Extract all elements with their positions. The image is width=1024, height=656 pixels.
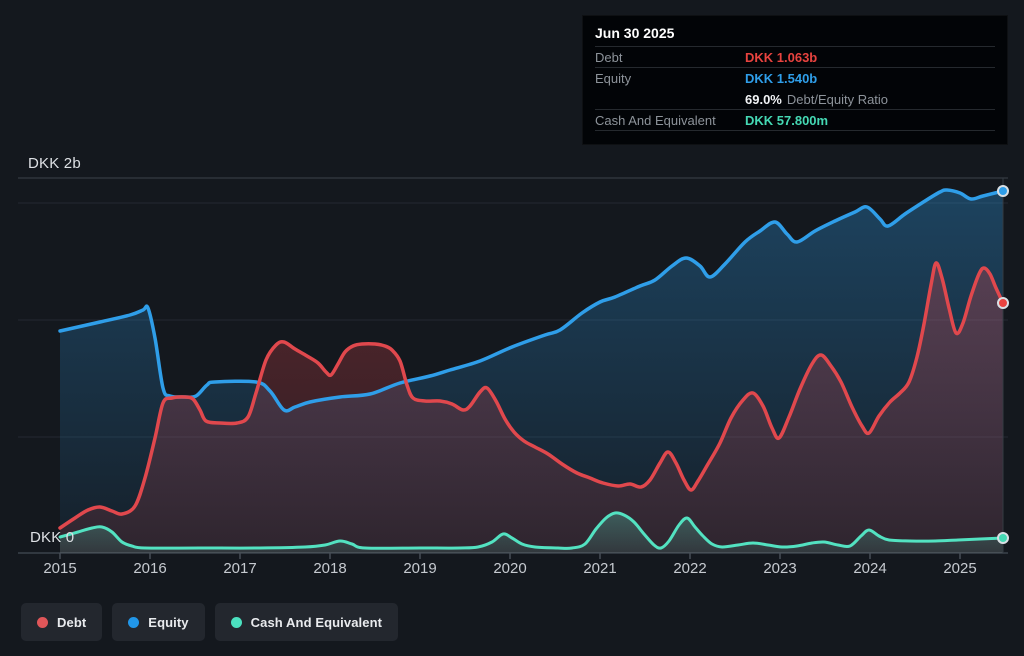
x-axis-year-label: 2020 <box>493 560 527 577</box>
tooltip-cash-value: DKK 57.800m <box>745 112 829 128</box>
tooltip-row-cash: Cash And Equivalent DKK 57.800m <box>595 110 995 131</box>
legend-debt-label: Debt <box>57 614 87 630</box>
debt-line <box>58 261 1005 530</box>
tooltip-row-ratio: 69.0% Debt/Equity Ratio <box>595 89 995 110</box>
series-lines <box>58 188 1005 550</box>
cash-series-dot-icon <box>230 616 242 628</box>
y-axis-zero-label: DKK 0 <box>30 529 75 546</box>
x-axis-year-label: 2018 <box>313 560 347 577</box>
legend-equity-label: Equity <box>148 614 189 630</box>
debt-series-dot-icon <box>37 616 48 628</box>
x-axis-year-label: 2021 <box>583 560 617 577</box>
x-axis-year-label: 2025 <box>943 560 977 577</box>
legend-item-cash[interactable]: Cash And Equivalent <box>214 603 399 641</box>
tooltip-debt-label: Debt <box>595 49 623 65</box>
debt-hover-dot <box>997 297 1009 309</box>
x-axis-year-label: 2016 <box>133 560 167 577</box>
x-axis-year-label: 2019 <box>403 560 437 577</box>
tooltip-debt-value: DKK 1.063b <box>745 49 818 65</box>
legend-cash-label: Cash And Equivalent <box>250 614 383 630</box>
cash-line <box>58 511 1005 550</box>
tooltip-equity-value: DKK 1.540b <box>745 71 818 86</box>
legend-item-debt[interactable]: Debt <box>21 603 103 641</box>
equity-line <box>58 188 1005 413</box>
tooltip-ratio-label: Debt/Equity Ratio <box>786 91 889 107</box>
tooltip-row-equity: Equity DKK 1.540b <box>595 68 995 89</box>
x-axis-year-label: 2015 <box>43 560 77 577</box>
x-axis-ticks <box>59 553 961 559</box>
chart-legend: Debt Equity Cash And Equivalent <box>21 603 399 641</box>
chart-tooltip: Jun 30 2025 Debt DKK 1.063b Equity DKK 1… <box>582 15 1008 145</box>
tooltip-equity-label: Equity <box>595 71 632 86</box>
hover-dots <box>997 185 1009 544</box>
x-axis-year-label: 2017 <box>223 560 257 577</box>
legend-item-equity[interactable]: Equity <box>112 603 205 641</box>
equity-series-dot-icon <box>128 616 140 628</box>
series-fills <box>60 189 1003 554</box>
tooltip-ratio-value: 69.0% <box>745 91 782 107</box>
cash-hover-dot <box>997 532 1009 544</box>
x-axis-year-label: 2022 <box>673 560 707 577</box>
y-axis-max-label: DKK 2b <box>28 155 81 172</box>
equity-hover-dot <box>997 185 1009 197</box>
x-axis-year-label: 2024 <box>853 560 887 577</box>
debt-area-fill <box>60 262 1003 553</box>
tooltip-row-debt: Debt DKK 1.063b <box>595 47 995 68</box>
tooltip-date: Jun 30 2025 <box>595 21 995 47</box>
x-axis-year-label: 2023 <box>763 560 797 577</box>
tooltip-cash-label: Cash And Equivalent <box>595 112 716 128</box>
